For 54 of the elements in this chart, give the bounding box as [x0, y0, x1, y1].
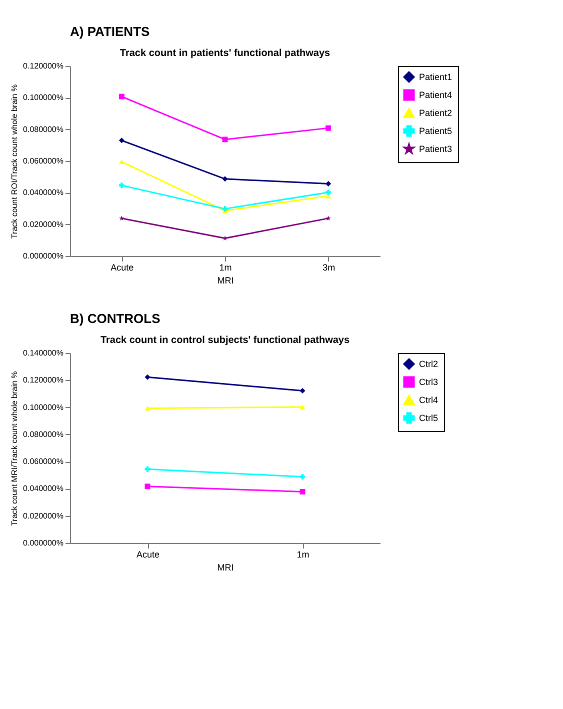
- y-tick-label: 0.040000%: [23, 484, 64, 494]
- y-tick-label: 0.000000%: [23, 538, 64, 548]
- text: A) PATIENTS: [70, 24, 150, 39]
- x-tick-label: Acute: [136, 550, 160, 560]
- point: [326, 190, 332, 196]
- legend-label: Patient5: [419, 126, 452, 136]
- point: [118, 94, 124, 100]
- legend-label: Patient3: [419, 144, 452, 154]
- y-axis-title: Track count MRI/Track count whole brain %: [10, 371, 20, 526]
- x-axis-title: MRI: [217, 276, 234, 286]
- y-tick-label: 0.040000%: [23, 188, 64, 198]
- y-tick-label: 0.140000%: [23, 348, 64, 358]
- x-tick-label: 1m: [296, 550, 310, 560]
- legend-label: Ctrl4: [419, 395, 438, 405]
- y-tick-label: 0.020000%: [23, 220, 64, 229]
- y-tick-label: 0.060000%: [23, 457, 64, 466]
- point: [326, 125, 332, 131]
- point: [222, 176, 228, 182]
- x-axis-title: MRI: [217, 562, 234, 572]
- point: [144, 374, 150, 380]
- point: [222, 136, 228, 142]
- x-tick-label: 1m: [219, 262, 232, 272]
- y-tick-label: 0.060000%: [23, 156, 64, 166]
- point: [118, 182, 124, 188]
- point: [119, 216, 124, 221]
- y-tick-label: 0.100000%: [23, 93, 64, 102]
- text: B) CONTROLS: [70, 311, 161, 326]
- legend-label: Patient4: [419, 90, 452, 100]
- point: [118, 159, 124, 164]
- legend-label: Ctrl5: [419, 413, 438, 423]
- chart-title: Track count in patients' functional pathways: [120, 48, 331, 59]
- x-tick-label: Acute: [110, 262, 134, 272]
- legend-label: Patient1: [419, 72, 452, 82]
- point: [300, 474, 306, 480]
- legend-label: Ctrl3: [419, 377, 438, 387]
- y-tick-label: 0.080000%: [23, 430, 64, 439]
- x-tick-label: 3m: [322, 262, 336, 272]
- point: [300, 488, 306, 494]
- point: [326, 216, 331, 221]
- chart-title: Track count in control subjects' functional pathways: [100, 335, 350, 346]
- y-tick-label: 0.080000%: [23, 124, 64, 134]
- y-tick-label: 0.120000%: [23, 62, 64, 70]
- point: [144, 466, 150, 472]
- point: [144, 484, 150, 490]
- y-tick-label: 0.100000%: [23, 402, 64, 412]
- y-tick-label: 0.120000%: [23, 376, 64, 385]
- point: [118, 138, 124, 144]
- y-tick-label: 0.020000%: [23, 511, 64, 520]
- point: [300, 388, 306, 394]
- legend-label: Ctrl2: [419, 359, 438, 369]
- y-axis-title: Track count ROI/Track count whole brain %: [10, 84, 20, 239]
- point: [326, 181, 332, 187]
- legend-label: Patient2: [419, 108, 452, 118]
- y-tick-label: 0.000000%: [23, 252, 64, 260]
